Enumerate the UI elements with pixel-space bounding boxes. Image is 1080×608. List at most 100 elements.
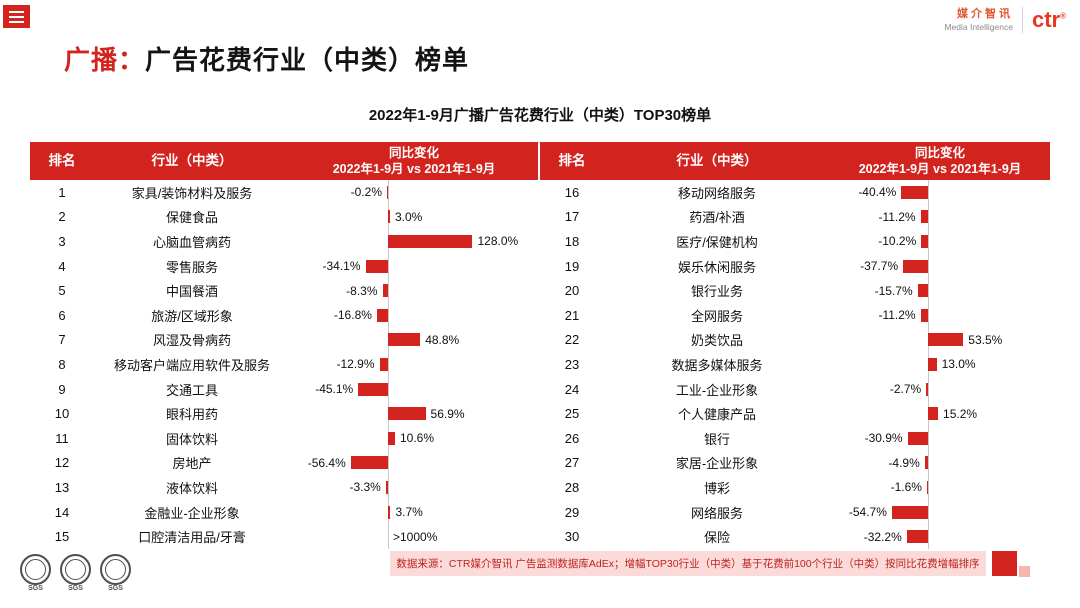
table-row: 8 移动客户端应用软件及服务 -12.9% — [30, 352, 540, 377]
row-rank: 19 — [564, 258, 580, 274]
bar-cell: 15.2% — [830, 401, 1050, 426]
bar-cell: -16.8% — [290, 303, 540, 328]
bar-cell: -10.2% — [830, 229, 1050, 254]
row-rank: 26 — [564, 430, 580, 446]
change-entry: 3.0% — [388, 210, 427, 224]
sgs-seal-icon: SGS — [20, 554, 51, 592]
row-industry: 个人健康产品 — [677, 407, 756, 423]
row-rank: 22 — [564, 332, 580, 348]
change-entry: -11.2% — [873, 210, 928, 224]
table-row: 13 液体饮料 -3.3% — [30, 475, 540, 500]
row-industry: 博彩 — [703, 480, 730, 496]
change-value: -3.3% — [349, 480, 381, 495]
change-value: -32.2% — [863, 529, 902, 544]
change-bar — [379, 357, 388, 371]
bar-cell: 53.5% — [830, 328, 1050, 353]
change-entry: -15.7% — [870, 284, 928, 298]
bar-cell: 3.7% — [290, 500, 540, 525]
table-header-left: 排名 行业（中类） 同比变化 2022年1-9月 vs 2021年1-9月 — [30, 142, 540, 180]
change-entry: -1.6% — [886, 480, 928, 494]
change-entry: 56.9% — [388, 407, 470, 421]
change-entry: -16.8% — [329, 308, 388, 322]
table-row: 9 交通工具 -45.1% — [30, 377, 540, 402]
row-rank: 7 — [58, 332, 66, 348]
change-entry: -32.2% — [859, 530, 928, 544]
table-row: 6 旅游/区域形象 -16.8% — [30, 303, 540, 328]
change-value: -1.6% — [890, 480, 922, 495]
bar-cell: 13.0% — [830, 352, 1050, 377]
table-left-half: 排名 行业（中类） 同比变化 2022年1-9月 vs 2021年1-9月 1 家… — [30, 142, 540, 549]
change-entry: -40.4% — [853, 185, 928, 199]
bar-cell: -0.2% — [290, 180, 540, 205]
row-industry: 医疗/保健机构 — [676, 234, 758, 250]
row-industry: 数据多媒体服务 — [671, 357, 763, 373]
row-industry: 银行 — [703, 431, 730, 447]
change-value: 128.0% — [477, 234, 519, 249]
row-industry: 眼科用药 — [165, 407, 218, 423]
change-bar — [891, 505, 928, 519]
change-entry: 13.0% — [928, 357, 981, 371]
row-rank: 9 — [58, 381, 66, 397]
change-value: -4.9% — [888, 455, 920, 470]
change-value: 15.2% — [943, 406, 978, 421]
header-change: 同比变化 2022年1-9月 vs 2021年1-9月 — [830, 142, 1050, 180]
bar-cell: 56.9% — [290, 401, 540, 426]
row-industry: 保健食品 — [165, 210, 218, 226]
change-bar — [920, 210, 928, 224]
table-row: 21 全网服务 -11.2% — [540, 303, 1050, 328]
row-industry: 金融业-企业形象 — [144, 505, 240, 521]
change-value: -2.7% — [889, 382, 922, 397]
bar-cell: -56.4% — [290, 451, 540, 476]
change-entry: -4.9% — [883, 456, 928, 470]
row-industry: 移动网络服务 — [677, 185, 756, 201]
row-rank: 11 — [55, 430, 69, 446]
change-value: >1000% — [393, 529, 438, 544]
change-bar — [387, 185, 388, 199]
row-industry: 娱乐休闲服务 — [677, 259, 756, 275]
bar-cell: -12.9% — [290, 352, 540, 377]
decor-red-square — [992, 551, 1017, 576]
header-industry: 行业（中类） — [676, 153, 758, 169]
bar-cell: -11.2% — [830, 205, 1050, 230]
change-bar — [906, 530, 928, 544]
change-bar — [376, 308, 388, 322]
bar-cell: -8.3% — [290, 278, 540, 303]
row-rank: 29 — [564, 504, 580, 520]
bar-cell: 3.0% — [290, 205, 540, 230]
change-entry: -2.7% — [885, 382, 928, 396]
table-row: 27 家居-企业形象 -4.9% — [540, 451, 1050, 476]
row-rank: 14 — [54, 504, 70, 520]
bar-cell: -3.3% — [290, 475, 540, 500]
change-entry: -0.2% — [346, 185, 388, 199]
change-bar — [388, 431, 395, 445]
bar-cell: -40.4% — [830, 180, 1050, 205]
header-change: 同比变化 2022年1-9月 vs 2021年1-9月 — [290, 142, 538, 180]
row-industry: 交通工具 — [165, 382, 218, 398]
change-bar — [917, 284, 928, 298]
row-rank: 10 — [54, 406, 70, 422]
certification-seals: SGS SGS SGS — [20, 554, 131, 592]
change-bar — [920, 308, 928, 322]
change-value: 10.6% — [399, 431, 435, 446]
table-row: 28 博彩 -1.6% — [540, 475, 1050, 500]
bar-cell: -15.7% — [830, 278, 1050, 303]
table-row: 25 个人健康产品 15.2% — [540, 401, 1050, 426]
menu-button[interactable] — [3, 5, 30, 28]
row-rank: 21 — [564, 307, 580, 323]
row-industry: 家具/装饰材料及服务 — [131, 185, 253, 201]
row-industry: 保险 — [703, 530, 730, 546]
row-rank: 5 — [58, 283, 66, 299]
data-source-note: 数据来源：CTR媒介智讯 广告监测数据库AdEx；增幅TOP30行业（中类）基于… — [390, 551, 986, 576]
row-rank: 18 — [564, 233, 580, 249]
row-rank: 16 — [564, 184, 580, 200]
change-bar — [924, 456, 928, 470]
change-value: -11.2% — [878, 308, 916, 323]
chart-title: 2022年1-9月广播广告花费行业（中类）TOP30榜单 — [368, 107, 712, 124]
row-industry: 口腔清洁用品/牙膏 — [138, 530, 246, 546]
header-rank: 排名 — [48, 153, 76, 169]
change-value: -30.9% — [864, 431, 903, 446]
row-rank: 8 — [58, 356, 66, 372]
bar-cell: -11.2% — [830, 303, 1050, 328]
row-industry: 固体饮料 — [165, 431, 218, 447]
table-row: 26 银行 -30.9% — [540, 426, 1050, 451]
